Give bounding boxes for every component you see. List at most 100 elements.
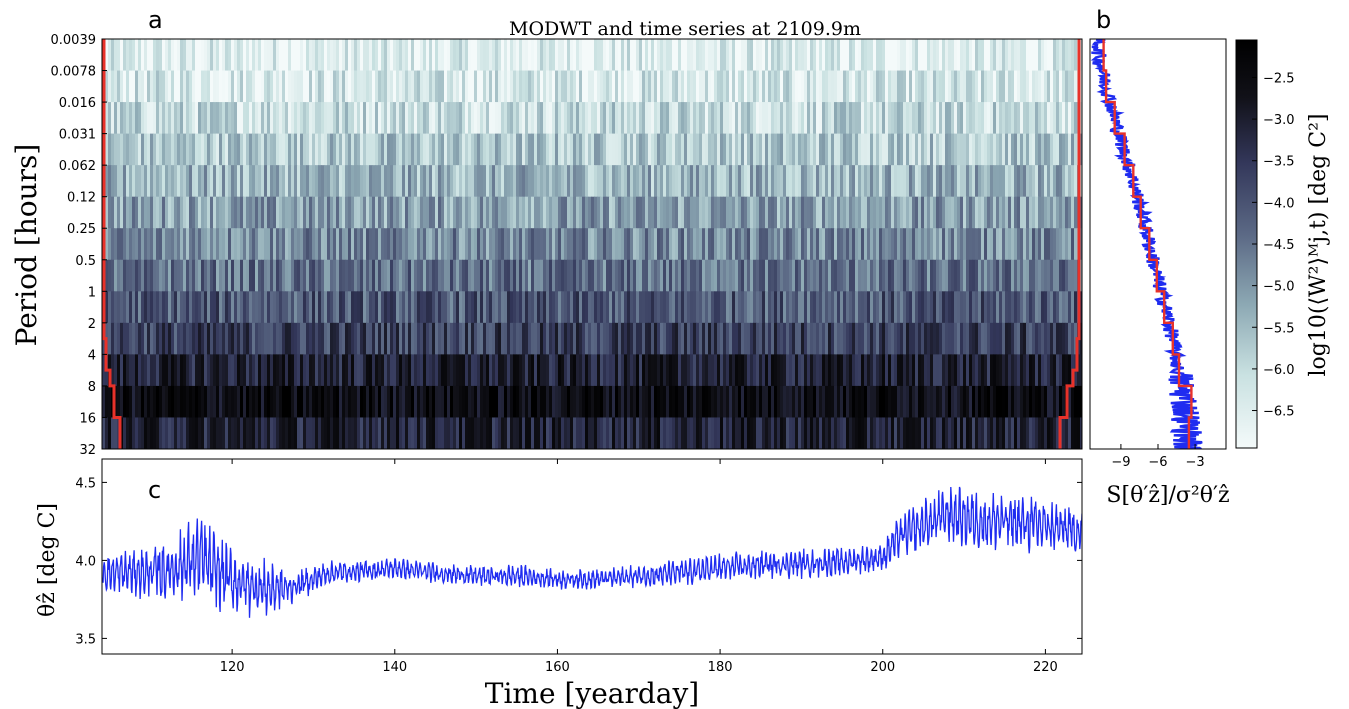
heatmap-cell — [177, 70, 181, 103]
heatmap-cell — [243, 102, 247, 135]
heatmap-cell — [1041, 165, 1045, 198]
heatmap-cell — [126, 196, 130, 229]
heatmap-cell — [645, 291, 649, 324]
heatmap-cell — [243, 385, 247, 419]
heatmap-cell — [240, 39, 244, 72]
heatmap-cell — [996, 291, 1000, 324]
heatmap-cell — [984, 228, 988, 261]
heatmap-cell — [549, 259, 553, 292]
heatmap-cell — [381, 70, 385, 103]
heatmap-cell — [198, 417, 202, 449]
heatmap-cell — [663, 259, 667, 292]
heatmap-cell — [963, 165, 967, 198]
heatmap-cell — [393, 102, 397, 135]
heatmap-cell — [606, 417, 610, 449]
heatmap-cell — [522, 417, 526, 449]
heatmap-cell — [564, 39, 568, 72]
heatmap-cell — [993, 39, 997, 72]
heatmap-cell — [558, 354, 562, 387]
heatmap-cell — [507, 196, 511, 229]
heatmap-cell — [1029, 385, 1033, 419]
heatmap-cell — [480, 133, 484, 166]
heatmap-cell — [927, 354, 931, 387]
heatmap-cell — [453, 196, 457, 229]
heatmap-cell — [135, 70, 139, 103]
heatmap-cell — [972, 196, 976, 229]
heatmap-cell — [276, 385, 280, 419]
heatmap-cell — [144, 102, 148, 135]
heatmap-cell — [243, 70, 247, 103]
heatmap-cell — [729, 322, 733, 355]
heatmap-cell — [441, 228, 445, 261]
heatmap-cell — [615, 39, 619, 72]
heatmap-cell — [357, 291, 361, 324]
heatmap-cell — [462, 228, 466, 261]
heatmap-cell — [939, 165, 943, 198]
heatmap-cell — [264, 417, 268, 449]
heatmap-cell — [144, 39, 148, 72]
heatmap-cell — [471, 165, 475, 198]
heatmap-cell — [678, 228, 682, 261]
heatmap-cell — [276, 322, 280, 355]
heatmap-cell — [189, 228, 193, 261]
heatmap-cell — [342, 39, 346, 72]
heatmap-cell — [969, 291, 973, 324]
heatmap-cell — [486, 228, 490, 261]
heatmap-cell — [477, 417, 481, 449]
heatmap-cell — [330, 291, 334, 324]
heatmap-cell — [531, 322, 535, 355]
heatmap-cell — [972, 133, 976, 166]
heatmap-cell — [135, 291, 139, 324]
heatmap-cell — [789, 165, 793, 198]
heatmap-cell — [252, 291, 256, 324]
heatmap-cell — [759, 133, 763, 166]
heatmap-cell — [813, 385, 817, 419]
heatmap-cell — [210, 165, 214, 198]
heatmap-cell — [783, 322, 787, 355]
heatmap-cell — [906, 39, 910, 72]
heatmap-cell — [204, 259, 208, 292]
ytick-label: 0.25 — [67, 222, 96, 237]
heatmap-cell — [990, 133, 994, 166]
heatmap-cell — [273, 322, 277, 355]
heatmap-cell — [426, 102, 430, 135]
heatmap-cell — [360, 39, 364, 72]
heatmap-cell — [345, 417, 349, 449]
heatmap-cell — [888, 354, 892, 387]
heatmap-cell — [819, 165, 823, 198]
heatmap-cell — [921, 228, 925, 261]
heatmap-cell — [267, 259, 271, 292]
heatmap-cell — [303, 102, 307, 135]
heatmap-cell — [636, 228, 640, 261]
heatmap-cell — [534, 291, 538, 324]
heatmap-cell — [294, 322, 298, 355]
heatmap-cell — [774, 165, 778, 198]
heatmap-cell — [1002, 133, 1006, 166]
heatmap-cell — [651, 196, 655, 229]
heatmap-cell — [138, 417, 142, 449]
heatmap-cell — [696, 259, 700, 292]
heatmap-cell — [888, 322, 892, 355]
heatmap-cell — [1044, 259, 1048, 292]
heatmap-cell — [1005, 39, 1009, 72]
heatmap-cell — [378, 291, 382, 324]
heatmap-cell — [771, 102, 775, 135]
heatmap-cell — [621, 39, 625, 72]
heatmap-cell — [954, 228, 958, 261]
heatmap-cell — [279, 385, 283, 419]
heatmap-cell — [993, 165, 997, 198]
heatmap-cell — [504, 354, 508, 387]
heatmap-cell — [807, 354, 811, 387]
heatmap-cell — [867, 259, 871, 292]
heatmap-cell — [1032, 102, 1036, 135]
heatmap-cell — [723, 259, 727, 292]
heatmap-cell — [426, 196, 430, 229]
heatmap-cell — [231, 133, 235, 166]
heatmap-cell — [507, 165, 511, 198]
heatmap-cell — [1065, 165, 1069, 198]
heatmap-cell — [306, 70, 310, 103]
heatmap-cell — [168, 228, 172, 261]
heatmap-cell — [933, 196, 937, 229]
heatmap-cell — [672, 196, 676, 229]
heatmap-cell — [528, 228, 532, 261]
